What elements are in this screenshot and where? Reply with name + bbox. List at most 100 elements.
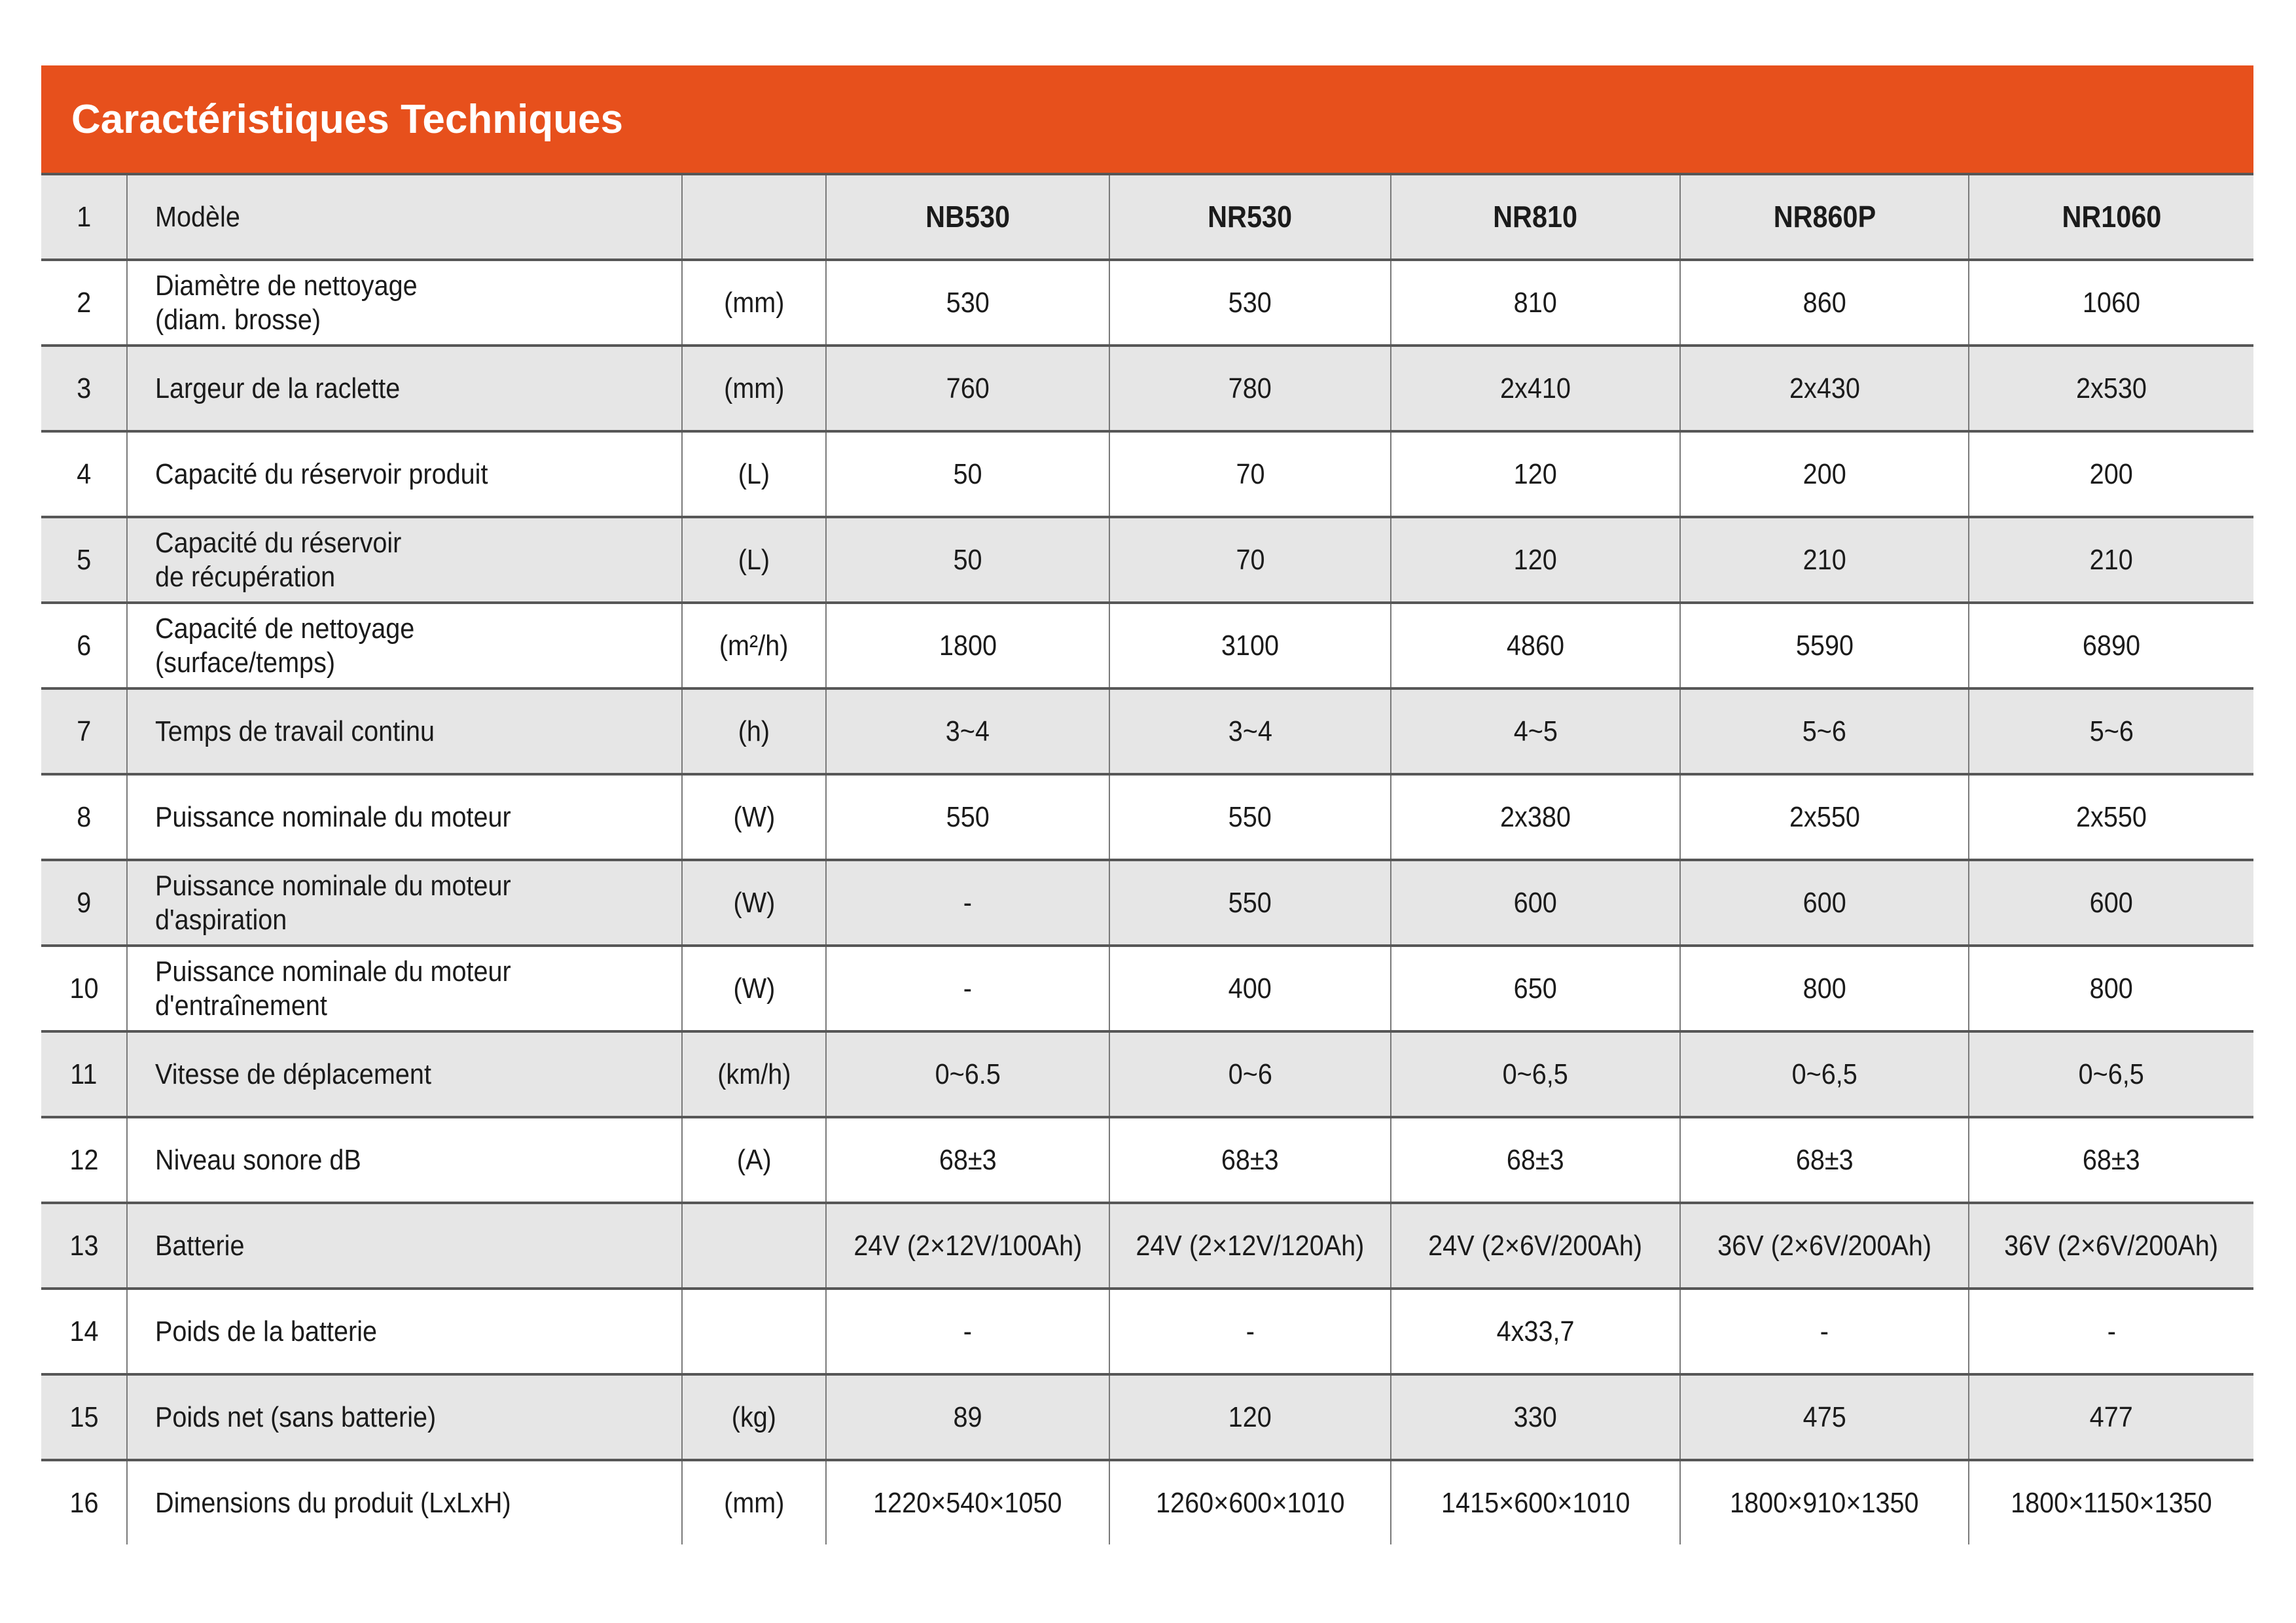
row-number-cell: 7 (41, 690, 128, 773)
value-cell-3: - (1681, 1290, 1969, 1373)
cell-value: 200 (2089, 457, 2134, 490)
value-cell-2: 2x410 (1391, 347, 1681, 430)
value-cell-4: 210 (1969, 518, 2253, 601)
cell-value: 860 (1803, 286, 1846, 319)
unit-label: (mm) (723, 1486, 785, 1519)
table-row: 10 Puissance nominale du moteur d'entraî… (41, 944, 2253, 1030)
value-cell-2: 2x380 (1391, 776, 1681, 859)
cell-value: 760 (946, 372, 990, 404)
table-title-bar: Caractéristiques Techniques (41, 65, 2253, 173)
value-cell-4: 1800×1150×1350 (1969, 1461, 2253, 1544)
value-cell-0: 1800 (827, 604, 1110, 687)
cell-value: 800 (1803, 972, 1846, 1005)
model-cell-3: NR860P (1681, 175, 1969, 259)
cell-value: 4x33,7 (1496, 1315, 1575, 1347)
value-cell-2: 24V (2×6V/200Ah) (1391, 1204, 1681, 1287)
cell-value: 780 (1228, 372, 1272, 404)
cell-value: 36V (2×6V/200Ah) (1717, 1229, 1931, 1262)
cell-value: 0~6 (1228, 1058, 1272, 1090)
row-label: Capacité du réservoir de récupération (155, 527, 402, 593)
row-label-cell: Capacité du réservoir de récupération (128, 518, 683, 601)
value-cell-3: 800 (1681, 947, 1969, 1030)
unit-cell: (W) (683, 776, 827, 859)
row-label: Vitesse de déplacement (155, 1058, 431, 1090)
table-row: 4 Capacité du réservoir produit (L) 50 7… (41, 430, 2253, 516)
table-row: 11 Vitesse de déplacement (km/h) 0~6.5 0… (41, 1030, 2253, 1116)
unit-cell: (mm) (683, 1461, 827, 1544)
row-number: 14 (69, 1315, 99, 1347)
unit-cell: (W) (683, 861, 827, 944)
row-number: 3 (76, 372, 92, 404)
value-cell-4: 2x530 (1969, 347, 2253, 430)
unit-label: (A) (736, 1143, 772, 1176)
value-cell-2: 650 (1391, 947, 1681, 1030)
value-cell-0: 530 (827, 261, 1110, 344)
row-label: Temps de travail continu (155, 715, 435, 747)
cell-value: 530 (946, 286, 990, 319)
value-cell-4: 600 (1969, 861, 2253, 944)
cell-value: 68±3 (1221, 1143, 1279, 1176)
model-cell-0: NB530 (827, 175, 1110, 259)
row-number-cell: 14 (41, 1290, 128, 1373)
value-cell-3: 36V (2×6V/200Ah) (1681, 1204, 1969, 1287)
row-number: 11 (70, 1058, 98, 1090)
row-label: Dimensions du produit (LxLxH) (155, 1486, 511, 1519)
table-row: 9 Puissance nominale du moteur d'aspirat… (41, 859, 2253, 944)
value-cell-4: 1060 (1969, 261, 2253, 344)
cell-value: 89 (953, 1400, 982, 1433)
cell-value: - (963, 886, 973, 919)
value-cell-2: 4x33,7 (1391, 1290, 1681, 1373)
value-cell-3: 200 (1681, 433, 1969, 516)
value-cell-0: - (827, 1290, 1110, 1373)
value-cell-0: - (827, 861, 1110, 944)
value-cell-3: 210 (1681, 518, 1969, 601)
cell-value: 550 (1228, 886, 1272, 919)
cell-value: 1415×600×1010 (1441, 1486, 1630, 1519)
value-cell-0: - (827, 947, 1110, 1030)
cell-value: 3~4 (1228, 715, 1272, 747)
value-cell-0: 760 (827, 347, 1110, 430)
cell-value: 2x550 (2076, 800, 2147, 833)
unit-cell: (h) (683, 690, 827, 773)
row-label: Capacité du réservoir produit (155, 457, 488, 490)
cell-value: 70 (1235, 457, 1265, 490)
value-cell-2: 4~5 (1391, 690, 1681, 773)
unit-cell: (L) (683, 518, 827, 601)
unit-label: (h) (738, 715, 770, 747)
value-cell-1: 120 (1110, 1376, 1391, 1459)
cell-value: 68±3 (2083, 1143, 2140, 1176)
row-number: 1 (76, 200, 92, 233)
value-cell-2: 810 (1391, 261, 1681, 344)
value-cell-3: 600 (1681, 861, 1969, 944)
model-name: NR1060 (2062, 199, 2161, 234)
row-label-cell: Capacité du réservoir produit (128, 433, 683, 516)
value-cell-3: 68±3 (1681, 1118, 1969, 1202)
unit-label: (mm) (723, 286, 785, 319)
cell-value: - (1246, 1315, 1255, 1347)
unit-label: (W) (733, 800, 775, 833)
row-label-cell: Capacité de nettoyage (surface/temps) (128, 604, 683, 687)
table-row: 16 Dimensions du produit (LxLxH) (mm) 12… (41, 1459, 2253, 1544)
cell-value: 5~6 (2089, 715, 2134, 747)
cell-value: 1800 (939, 629, 997, 662)
value-cell-1: 400 (1110, 947, 1391, 1030)
cell-value: 0~6.5 (935, 1058, 1001, 1090)
unit-label: (m²/h) (719, 629, 789, 662)
row-label-cell: Niveau sonore dB (128, 1118, 683, 1202)
value-cell-1: 70 (1110, 433, 1391, 516)
value-cell-3: 475 (1681, 1376, 1969, 1459)
cell-value: 210 (2089, 543, 2134, 576)
cell-value: 0~6,5 (1791, 1058, 1857, 1090)
row-number-cell: 3 (41, 347, 128, 430)
value-cell-2: 120 (1391, 518, 1681, 601)
unit-cell: (A) (683, 1118, 827, 1202)
table-row: 14 Poids de la batterie - - 4x33,7 - - (41, 1287, 2253, 1373)
cell-value: 70 (1235, 543, 1265, 576)
row-label: Puissance nominale du moteur d'aspiratio… (155, 870, 511, 936)
cell-value: 4860 (1506, 629, 1565, 662)
value-cell-1: 780 (1110, 347, 1391, 430)
value-cell-2: 1415×600×1010 (1391, 1461, 1681, 1544)
table-row: 3 Largeur de la raclette (mm) 760 780 2x… (41, 344, 2253, 430)
value-cell-1: 3~4 (1110, 690, 1391, 773)
cell-value: 3100 (1221, 629, 1280, 662)
